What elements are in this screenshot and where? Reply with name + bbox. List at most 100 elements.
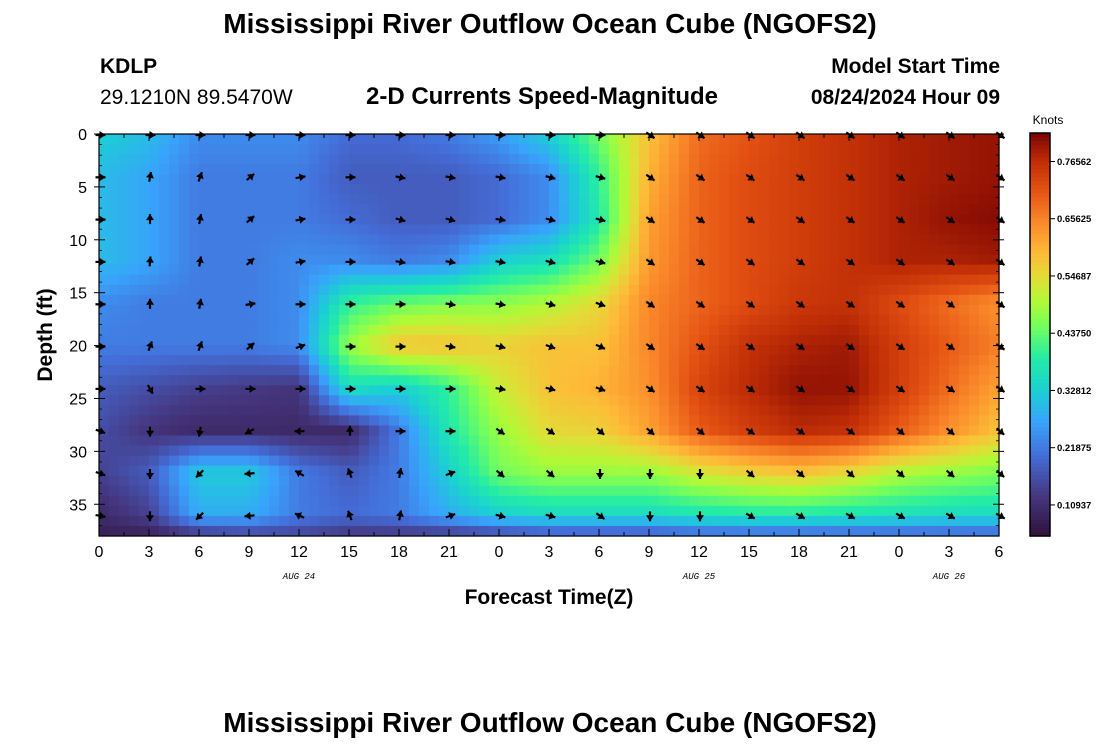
current-arrow [795,258,806,267]
heatmap-cell [209,485,220,497]
current-arrow [695,427,705,436]
heatmap-cell [279,284,290,296]
heatmap-cell [549,525,560,537]
heatmap-cell [739,274,750,286]
heatmap-cell [459,304,470,316]
heatmap-cell [199,314,210,326]
heatmap-cell [629,395,640,406]
heatmap-cell [889,204,900,215]
heatmap-cell [909,164,920,175]
heatmap-cell [199,405,210,416]
heatmap-cell [739,194,750,205]
heatmap-cell [459,495,470,507]
colorbar-cell [1030,149,1050,154]
heatmap-cell [799,435,810,447]
heatmap-cell [229,505,240,517]
heatmap-cell [279,174,290,185]
current-arrow [545,300,556,308]
heatmap-cell [819,274,830,286]
heatmap-cell [379,314,390,326]
current-arrow [596,469,604,479]
heatmap-cell [619,375,630,386]
heatmap-cell [809,234,820,246]
heatmap-cell [319,435,330,447]
colorbar-cell [1030,294,1050,299]
heatmap-cell [389,365,400,376]
heatmap-cell [809,415,820,427]
heatmap-cell [489,184,500,195]
heatmap-cell [819,355,830,366]
heatmap-cell [729,144,740,155]
heatmap-cell [309,505,320,517]
heatmap-cell [109,264,120,276]
heatmap-cell [419,204,430,215]
current-arrow [95,215,106,224]
heatmap-cell [669,365,680,376]
heatmap-cell [429,415,440,427]
heatmap-cell [899,224,910,236]
heatmap-cell [189,425,200,437]
heatmap-cell [719,194,730,205]
heatmap-cell [989,214,1000,226]
heatmap-cell [339,355,350,366]
heatmap-cell [339,234,350,246]
heatmap-cell [939,415,950,427]
heatmap-cell [329,324,340,336]
heatmap-cell [969,194,980,205]
heatmap-cell [629,324,640,336]
heatmap-cell [199,234,210,246]
heatmap-cell [209,365,220,376]
heatmap-cell [309,365,320,376]
heatmap-cell [249,174,260,185]
heatmap-cell [809,244,820,256]
heatmap-cell [769,385,780,396]
heatmap-cell [909,204,920,215]
heatmap-cell [99,274,110,286]
heatmap-cell [919,475,930,487]
heatmap-cell [539,214,550,226]
heatmap-cell [249,134,260,145]
heatmap-cell [679,525,690,537]
heatmap-cell [559,395,570,406]
heatmap-cell [849,304,860,316]
current-arrow [745,469,755,478]
heatmap-cell [329,415,340,427]
heatmap-cell [509,505,520,517]
heatmap-cell [339,194,350,205]
heatmap-cell [859,204,870,215]
heatmap-cell [469,324,480,336]
heatmap-cell [509,184,520,195]
heatmap-cell [709,264,720,276]
heatmap-cell [859,525,870,537]
heatmap-cell [329,335,340,346]
heatmap-cell [989,244,1000,256]
heatmap-cell [779,144,790,155]
heatmap-cell [749,345,760,356]
x-tick-label: 6 [595,544,604,561]
heatmap-cell [389,144,400,155]
heatmap-cell [599,495,610,507]
colorbar-cell [1030,326,1050,332]
x-tick-label: 6 [995,544,1004,561]
heatmap-cell [299,455,310,467]
heatmap-cell [259,365,270,376]
heatmap-cell [129,385,140,396]
current-arrow [495,342,506,351]
heatmap-cell [599,234,610,246]
heatmap-cell [639,475,650,487]
heatmap-cell [329,204,340,215]
heatmap-cell [369,314,380,326]
heatmap-cell [759,324,770,336]
colorbar-cell [1030,249,1050,255]
heatmap-cell [179,345,190,356]
heatmap-cell [789,525,800,537]
heatmap-cell [249,314,260,326]
heatmap-cell [879,345,890,356]
heatmap-cell [769,144,780,155]
heatmap-cell [349,144,360,155]
heatmap-cell [649,455,660,467]
colorbar-cell [1030,342,1050,348]
heatmap-cell [529,274,540,286]
heatmap-cell [429,154,440,165]
heatmap-cell [469,345,480,356]
